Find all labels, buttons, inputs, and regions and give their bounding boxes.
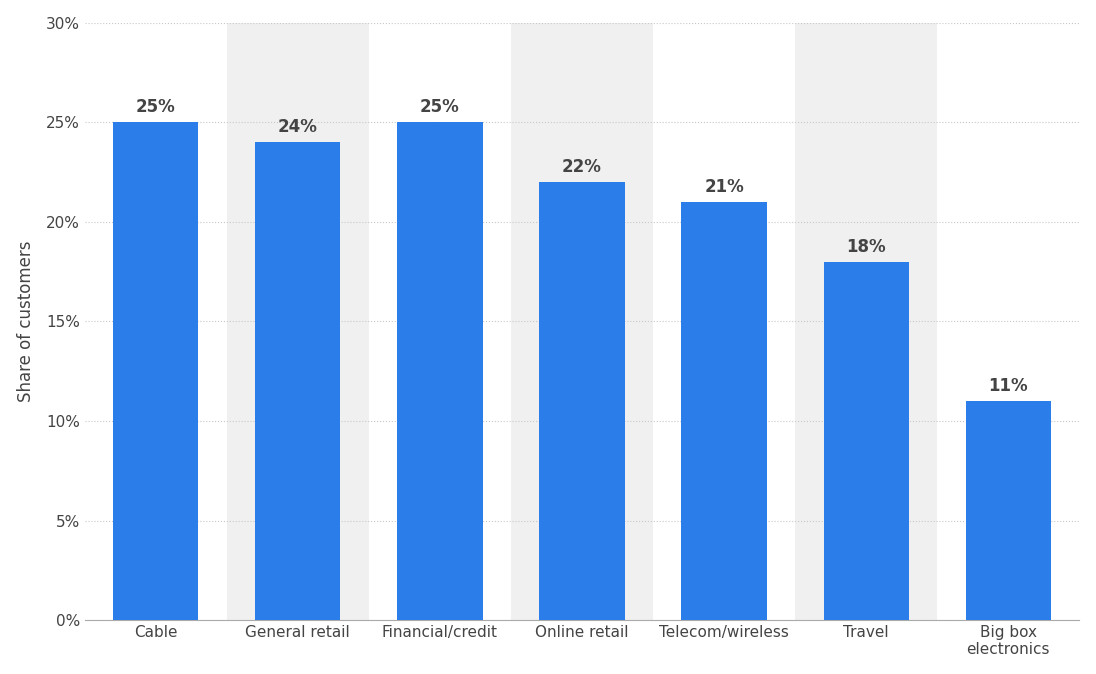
Text: 25%: 25% [136, 98, 175, 116]
Text: 11%: 11% [989, 377, 1028, 395]
Text: 25%: 25% [420, 98, 459, 116]
Text: 24%: 24% [278, 118, 318, 136]
Bar [113, 122, 198, 620]
Bar [937, 23, 1080, 620]
Text: 21%: 21% [705, 178, 744, 196]
Bar [795, 23, 937, 620]
Bar [653, 23, 795, 620]
Bar [539, 182, 625, 620]
Bar [823, 262, 909, 620]
Text: 22%: 22% [562, 158, 602, 176]
Bar [511, 23, 653, 620]
Bar [682, 202, 767, 620]
Bar [369, 23, 511, 620]
Bar [397, 122, 482, 620]
Bar [84, 23, 227, 620]
Y-axis label: Share of customers: Share of customers [16, 241, 35, 402]
Text: 18%: 18% [846, 238, 886, 255]
Bar [966, 401, 1051, 620]
Bar [255, 142, 341, 620]
Bar [227, 23, 369, 620]
